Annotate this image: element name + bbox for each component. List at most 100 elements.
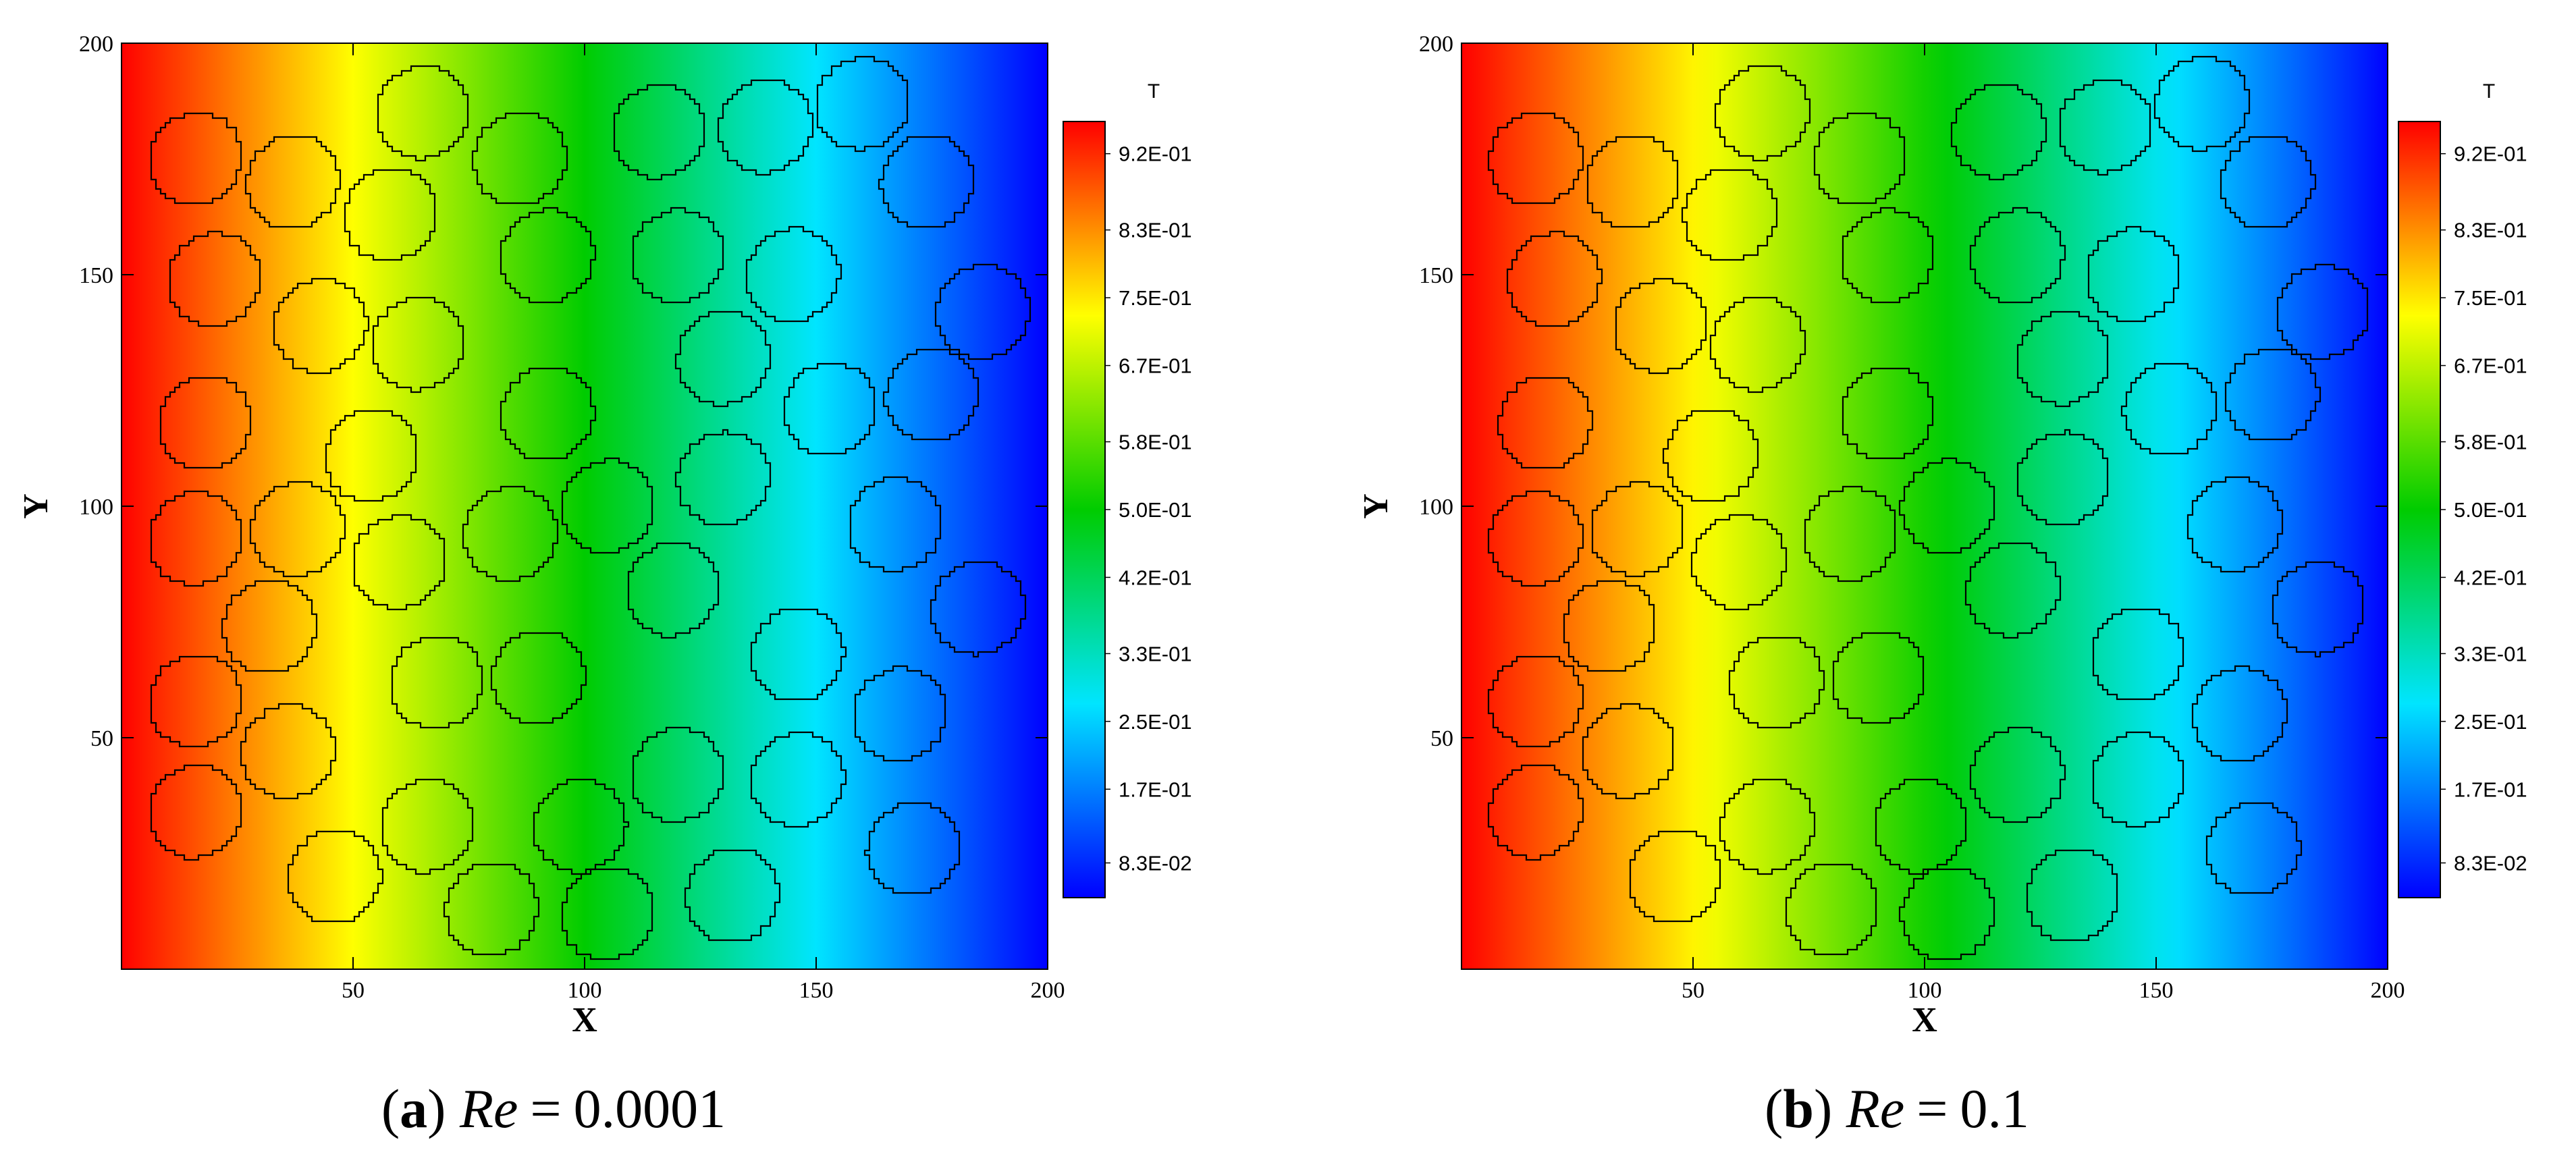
obstacle-particle xyxy=(325,410,417,502)
obstacle-particle xyxy=(1497,377,1594,469)
caption-letter: b xyxy=(1783,1078,1814,1139)
obstacle-particle xyxy=(1875,778,1967,875)
colorbar-tick-label: 9.2E-01 xyxy=(1119,142,1192,166)
obstacle-particle xyxy=(1719,778,1816,875)
obstacle-particle xyxy=(1582,703,1674,800)
obstacle-particle xyxy=(717,79,814,176)
obstacle-particle xyxy=(2087,225,2180,323)
obstacle-particle xyxy=(1487,112,1584,205)
obstacle-particle xyxy=(240,703,337,800)
obstacle-particle xyxy=(674,429,772,526)
obstacle-particle xyxy=(1681,169,1778,261)
caption-param: Re xyxy=(1846,1078,1904,1139)
obstacle-particle xyxy=(500,367,597,460)
obstacle-particle xyxy=(1950,84,2047,181)
obstacle-particle xyxy=(632,726,724,823)
colorbar-tick-label: 8.3E-01 xyxy=(2454,219,2527,242)
obstacle-particle xyxy=(1586,136,1679,228)
obstacle-particle xyxy=(353,514,446,611)
caption-value: 0.0001 xyxy=(574,1078,726,1139)
caption-paren-open: ( xyxy=(381,1078,400,1139)
panel-b: 50 100 150 200 50 100 150 200 X Y T 9.2E-01 8.3E-01 7… xyxy=(1357,32,2527,1139)
colorbar-tick-label: 8.3E-01 xyxy=(1119,219,1192,242)
obstacle-particle xyxy=(1813,112,1906,205)
obstacle-particle xyxy=(1898,868,1995,960)
colorbar xyxy=(2398,121,2441,898)
obstacle-particle xyxy=(2026,849,2118,942)
colorbar-tick-label: 6.7E-01 xyxy=(2454,354,2527,378)
obstacle-particle xyxy=(863,802,961,894)
obstacle-particle xyxy=(391,636,483,729)
x-tick-label: 200 xyxy=(2371,978,2405,1003)
colorbar-tick-label: 5.8E-01 xyxy=(2454,431,2527,454)
obstacle-particle xyxy=(1615,277,1707,375)
obstacle-particle xyxy=(854,665,946,762)
obstacle-particle xyxy=(1832,632,1925,724)
obstacle-particle xyxy=(2016,310,2109,408)
obstacle-particle xyxy=(2016,429,2109,526)
obstacle-particle xyxy=(159,377,252,469)
obstacle-particle xyxy=(849,476,942,573)
obstacle-particle xyxy=(2059,79,2151,176)
colorbar-title: T xyxy=(1148,80,1160,103)
obstacle-particle xyxy=(783,362,876,455)
obstacle-particle xyxy=(533,778,630,875)
obstacle-particle xyxy=(471,112,568,205)
x-tick-label: 150 xyxy=(2139,978,2174,1003)
obstacle-particle xyxy=(1964,542,2062,639)
y-tick-label: 100 xyxy=(79,495,113,520)
x-tick-label: 100 xyxy=(568,978,602,1003)
obstacle-particle xyxy=(287,830,384,923)
obstacle-particle xyxy=(372,296,464,393)
obstacle-particle xyxy=(150,764,242,861)
obstacle-particle xyxy=(1785,863,1877,956)
obstacle-particle xyxy=(1506,230,1603,327)
obstacle-particle xyxy=(1591,481,1684,578)
obstacle-particle xyxy=(1487,764,1584,861)
obstacle-particle xyxy=(381,778,474,875)
colorbar-tick-label: 1.7E-01 xyxy=(1119,778,1192,801)
obstacle-particle xyxy=(2120,362,2218,455)
obstacle-particle xyxy=(249,481,346,578)
x-tick-label: 200 xyxy=(1031,978,1065,1003)
temperature-field xyxy=(1461,43,2388,969)
obstacle-particle xyxy=(816,55,909,153)
obstacle-particle xyxy=(1714,65,1811,162)
colorbar-tick-label: 8.3E-02 xyxy=(1119,852,1192,875)
obstacle-particle xyxy=(2224,348,2322,441)
obstacle-particle xyxy=(2272,561,2364,658)
colorbar-tick-label: 6.7E-01 xyxy=(1119,354,1192,378)
x-tick-label: 50 xyxy=(1682,978,1705,1003)
obstacle-particle xyxy=(150,490,242,587)
obstacle-particle xyxy=(1487,490,1584,587)
caption-param: Re xyxy=(459,1078,518,1139)
obstacle-particle xyxy=(2153,55,2251,153)
colorbar-tick-label: 4.2E-01 xyxy=(1119,566,1192,589)
obstacle-particle xyxy=(1969,207,2066,304)
y-tick-label: 200 xyxy=(79,32,113,57)
y-axis-label: Y xyxy=(1357,493,1395,519)
colorbar-tick-label: 3.3E-01 xyxy=(1119,642,1192,665)
x-axis-label: X xyxy=(1912,1001,1937,1039)
obstacle-particle xyxy=(627,542,720,639)
colorbar-tick-label: 5.0E-01 xyxy=(1119,498,1192,522)
obstacle-particle xyxy=(2191,665,2288,762)
obstacle-particle xyxy=(1563,580,1655,672)
x-tick-label: 150 xyxy=(799,978,834,1003)
obstacle-particle xyxy=(169,230,261,327)
colorbar-tick-label: 2.5E-01 xyxy=(1119,710,1192,734)
colorbar xyxy=(1063,121,1106,898)
obstacle-particle xyxy=(930,561,1027,658)
y-tick-label: 150 xyxy=(79,263,113,288)
obstacle-particle xyxy=(878,136,975,228)
obstacle-particle xyxy=(273,277,370,375)
obstacle-particle xyxy=(750,608,847,701)
panel-caption: (a) Re = 0.0001 xyxy=(381,1078,726,1139)
x-tick-label: 100 xyxy=(1908,978,1942,1003)
caption-paren-close: ) xyxy=(427,1078,460,1139)
obstacle-particle xyxy=(561,868,653,960)
obstacle-particle xyxy=(632,207,724,304)
panel-a: 50 100 150 200 50 100 150 200 X Y T 9.2E-01 8.3E-01 7… xyxy=(17,32,1192,1139)
x-tick-label: 50 xyxy=(342,978,365,1003)
